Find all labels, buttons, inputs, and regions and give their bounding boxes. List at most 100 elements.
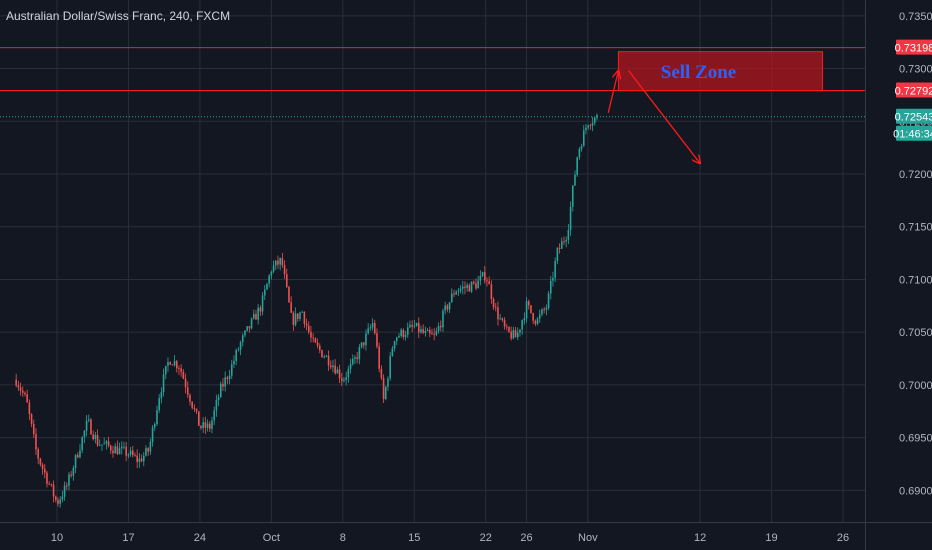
candle-body	[87, 419, 90, 421]
candle-body	[367, 328, 369, 334]
arrow-annotation[interactable]	[628, 70, 700, 164]
candle-body	[459, 288, 462, 291]
candle-body	[389, 355, 391, 379]
candle-body	[123, 446, 125, 448]
candle-body	[52, 484, 55, 497]
candle-body	[28, 402, 31, 415]
candle-body	[41, 464, 44, 469]
candle-body	[560, 241, 563, 249]
countdown-tag-bg	[896, 125, 932, 141]
candle-body	[252, 313, 255, 319]
candle-body	[241, 335, 244, 343]
y-tick-label: 0.73500	[899, 11, 932, 23]
candle-body	[563, 241, 565, 243]
candle-body	[54, 496, 57, 500]
candle-body	[593, 117, 596, 123]
candle-body	[299, 312, 301, 319]
candle-body	[569, 206, 572, 231]
x-tick-label: 26	[520, 532, 532, 544]
candle-body	[406, 327, 409, 335]
candle-body	[255, 313, 257, 320]
candle-body	[85, 420, 88, 431]
candle-body	[277, 260, 279, 265]
candle-body	[336, 369, 339, 374]
candle-body	[156, 410, 158, 425]
x-tick-label: 17	[122, 532, 134, 544]
candle-body	[120, 446, 123, 449]
candle-body	[296, 313, 299, 319]
candle-body	[92, 434, 94, 440]
candle-body	[257, 307, 259, 320]
candle-body	[510, 331, 512, 339]
grid	[0, 0, 865, 522]
x-tick-label: 19	[765, 532, 777, 544]
candle-body	[140, 458, 143, 462]
sell-zone-rect[interactable]	[617, 51, 824, 92]
candle-body	[382, 377, 385, 399]
candle-body	[580, 146, 583, 149]
candle-body	[105, 441, 108, 444]
candle-body	[272, 265, 275, 272]
candle-body	[428, 330, 431, 334]
candle-body	[235, 350, 237, 361]
candle-body	[213, 410, 215, 421]
candle-body	[204, 422, 207, 428]
candle-body	[417, 322, 420, 333]
x-tick-label: Nov	[578, 532, 598, 544]
candle-body	[556, 248, 559, 262]
candle-body	[59, 499, 61, 504]
candle-body	[494, 307, 497, 309]
candle-body	[404, 334, 407, 337]
x-tick-label: 15	[408, 532, 420, 544]
candle-body	[283, 265, 286, 275]
candle-body	[415, 322, 418, 327]
candle-body	[294, 313, 297, 325]
candle-body	[57, 499, 59, 504]
candle-body	[574, 174, 576, 186]
candle-body	[585, 127, 587, 131]
candle-body	[24, 392, 26, 395]
candle-body	[98, 445, 101, 446]
candle-body	[422, 329, 424, 333]
candle-body	[109, 445, 112, 451]
candle-body	[162, 374, 165, 393]
candle-body	[74, 454, 77, 468]
x-tick-label: 26	[837, 532, 849, 544]
candle-body	[21, 390, 24, 393]
candle-body	[37, 449, 39, 459]
candle-body	[554, 261, 556, 278]
candle-body	[186, 387, 189, 395]
candle-body	[193, 407, 196, 409]
candle-body	[270, 271, 273, 276]
candle-body	[545, 307, 548, 310]
candle-body	[175, 361, 178, 369]
candle-body	[184, 378, 187, 388]
candle-body	[525, 301, 528, 319]
candle-body	[486, 280, 488, 282]
candle-body	[483, 272, 486, 281]
candle-body	[281, 258, 284, 266]
candle-body	[369, 327, 372, 329]
candle-body	[332, 365, 334, 368]
candle-body	[424, 330, 427, 333]
candle-body	[437, 325, 440, 332]
candle-body	[470, 281, 473, 292]
candle-body	[351, 358, 354, 364]
candle-body	[114, 446, 116, 454]
candles	[15, 113, 598, 508]
candle-body	[70, 474, 72, 476]
candle-body	[501, 318, 504, 320]
candle-body	[589, 125, 592, 127]
candle-body	[138, 458, 141, 462]
candle-body	[266, 283, 268, 290]
candle-body	[373, 322, 376, 334]
candle-body	[380, 368, 383, 378]
candle-body	[538, 314, 541, 319]
candle-body	[512, 330, 515, 339]
candle-body	[200, 425, 202, 429]
candle-body	[15, 379, 17, 386]
arrow-annotation[interactable]	[607, 71, 618, 113]
